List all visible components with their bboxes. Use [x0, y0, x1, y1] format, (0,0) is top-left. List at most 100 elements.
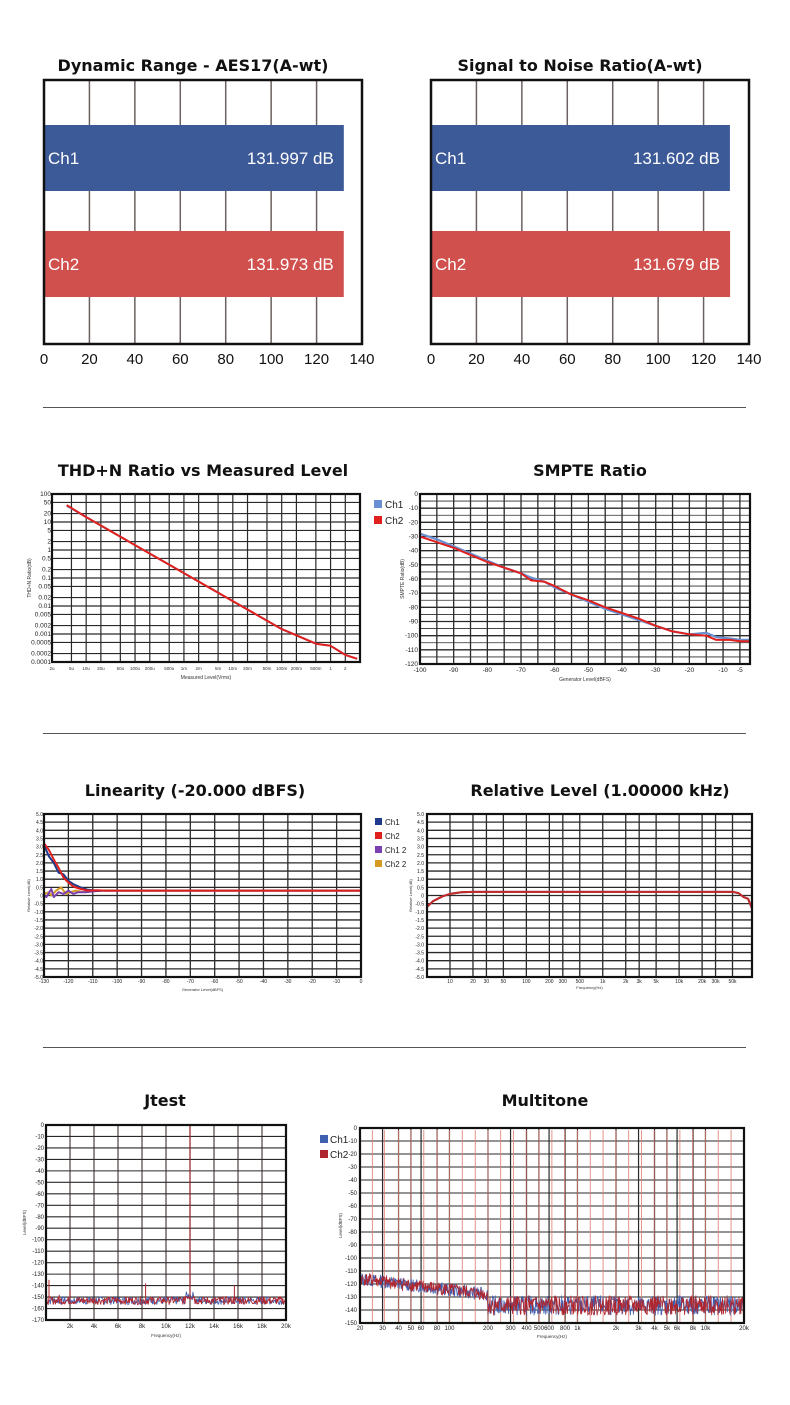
x-tick-label: 10: [447, 979, 453, 985]
x-tick-label: 6k: [115, 1324, 122, 1330]
plot-frame: [50, 492, 362, 664]
series-line-ch1: [66, 504, 358, 660]
multitone-title: Multitone: [501, 1091, 589, 1110]
y-tick-label: 3.0: [36, 845, 43, 851]
x-tick-label: -80: [483, 667, 493, 674]
x-tick-label: 3k: [635, 1326, 642, 1332]
y-tick-label: -30: [35, 1157, 44, 1163]
y-axis-label: Level(dBFS): [338, 1212, 343, 1238]
y-tick-label: -4.5: [415, 967, 424, 973]
bar-value-label: 131.602 dB: [633, 149, 720, 168]
x-tick-label: 8k: [690, 1326, 697, 1332]
x-tick-label: 500: [534, 1326, 545, 1332]
y-axis-label: SMPTE Ratio(dB): [400, 559, 406, 599]
dynamic-range-chart: 0 20 40 60 80 100 120 140 Ch1 131.997 dB Ch2 131.97…: [40, 78, 375, 368]
y-tick-label: -1.5: [415, 918, 424, 924]
y-axis-label: Level(dBFS): [22, 1209, 27, 1235]
bar-value-label: 131.997 dB: [247, 149, 334, 168]
x-tick-label: 300: [506, 1326, 517, 1332]
x-tick-label: -100: [112, 979, 122, 985]
y-tick-label: -2.5: [34, 934, 43, 940]
y-tick-label: -170: [32, 1318, 45, 1324]
x-tick-label: 120: [691, 351, 716, 368]
x-tick-label: 40: [127, 351, 144, 368]
series-line-ch2: [66, 504, 358, 660]
smpte-title: SMPTE Ratio: [533, 461, 647, 480]
x-tick-label: 10k: [701, 1326, 712, 1332]
snr-chart: 0 20 40 60 80 100 120 140 Ch1 131.602 dB Ch2 131.67…: [427, 78, 762, 368]
x-tick-label: 12k: [185, 1324, 196, 1330]
x-tick-label: 2k: [613, 1326, 620, 1332]
y-tick-label: 0.05: [38, 583, 51, 590]
x-tick-label: 30: [379, 1326, 386, 1332]
x-tick-label: 400: [522, 1326, 533, 1332]
y-tick-label: 5.0: [36, 812, 43, 818]
y-tick-label: 0.005: [35, 611, 52, 618]
y-tick-label: -60: [409, 576, 419, 583]
legend-swatch-ch2: [374, 516, 382, 524]
y-tick-label: 100: [40, 491, 51, 498]
y-tick-label: -2.5: [415, 934, 424, 940]
x-tick-label: -90: [449, 667, 459, 674]
x-tick-label: 50m: [263, 666, 272, 671]
x-tick-label: 20: [357, 1326, 364, 1332]
x-axis-label: Generator Level(dBFS): [182, 987, 224, 992]
y-tick-label: 0.001: [35, 631, 52, 638]
legend-label: Ch2: [385, 832, 400, 841]
x-tick-label: 500m: [310, 666, 322, 671]
legend-label: Ch2: [330, 1150, 349, 1161]
y-tick-label: 4.0: [417, 828, 424, 834]
y-tick-label: -20: [35, 1146, 44, 1152]
x-tick-label: -120: [63, 979, 73, 985]
x-tick-label: 20: [81, 351, 98, 368]
smpte-chart: -100 -90 -80 -70 -60 -50 -40 -30 -20 -10 -50-10-20…: [374, 491, 752, 683]
x-tick-label: 1k: [600, 979, 606, 985]
x-tick-label: -5: [737, 667, 743, 674]
x-tick-label: -100: [413, 667, 426, 674]
x-tick-label: 100u: [130, 666, 141, 671]
x-tick-label: -90: [138, 979, 145, 985]
y-tick-label: 0.5: [36, 885, 43, 891]
y-tick-label: -3.5: [415, 951, 424, 957]
bar-category-label: Ch2: [48, 255, 79, 274]
x-tick-label: 0: [360, 979, 363, 985]
legend-label: Ch2 2: [385, 860, 407, 869]
y-tick-label: -100: [405, 633, 418, 640]
divider: [43, 407, 746, 408]
x-tick-label: 140: [349, 351, 374, 368]
y-tick-label: -2.0: [34, 926, 43, 932]
y-tick-label: -110: [345, 1269, 357, 1275]
x-tick-label: 14k: [209, 1324, 220, 1330]
y-tick-label: -5.0: [415, 975, 424, 981]
x-tick-label: -40: [260, 979, 267, 985]
plot-frame: [418, 492, 752, 666]
x-tick-label: 8k: [139, 1324, 146, 1330]
x-tick-label: -50: [584, 667, 594, 674]
legend-label: Ch1 2: [385, 846, 407, 855]
plot-frame: [429, 78, 751, 346]
y-tick-label: 1.0: [417, 877, 424, 883]
legend-swatch-ch2: [320, 1150, 328, 1158]
y-tick-label: 1.0: [36, 877, 43, 883]
x-tick-label: 6k: [674, 1326, 681, 1332]
x-tick-label: -60: [211, 979, 218, 985]
x-tick-label: 2k: [67, 1324, 74, 1330]
y-tick-label: -160: [32, 1307, 45, 1313]
x-tick-label: 2k: [623, 979, 629, 985]
y-tick-label: -90: [348, 1243, 357, 1249]
legend-label: Ch2: [385, 516, 404, 527]
y-tick-label: -50: [35, 1180, 44, 1186]
jtest-title: Jtest: [144, 1091, 186, 1110]
y-tick-label: -4.5: [34, 967, 43, 973]
x-tick-label: 5k: [664, 1326, 671, 1332]
x-tick-label: 0: [427, 351, 435, 368]
x-tick-label: 1k: [574, 1326, 581, 1332]
x-axis-label: Frequency(Hz): [151, 1333, 181, 1338]
x-tick-label: 80: [217, 351, 234, 368]
noise-trace-ch2: [359, 1273, 745, 1316]
y-tick-label: -70: [348, 1217, 357, 1223]
x-tick-label: -10: [333, 979, 340, 985]
y-tick-label: -30: [409, 534, 419, 541]
plot-frame: [358, 1126, 746, 1325]
y-tick-label: -90: [35, 1226, 44, 1232]
